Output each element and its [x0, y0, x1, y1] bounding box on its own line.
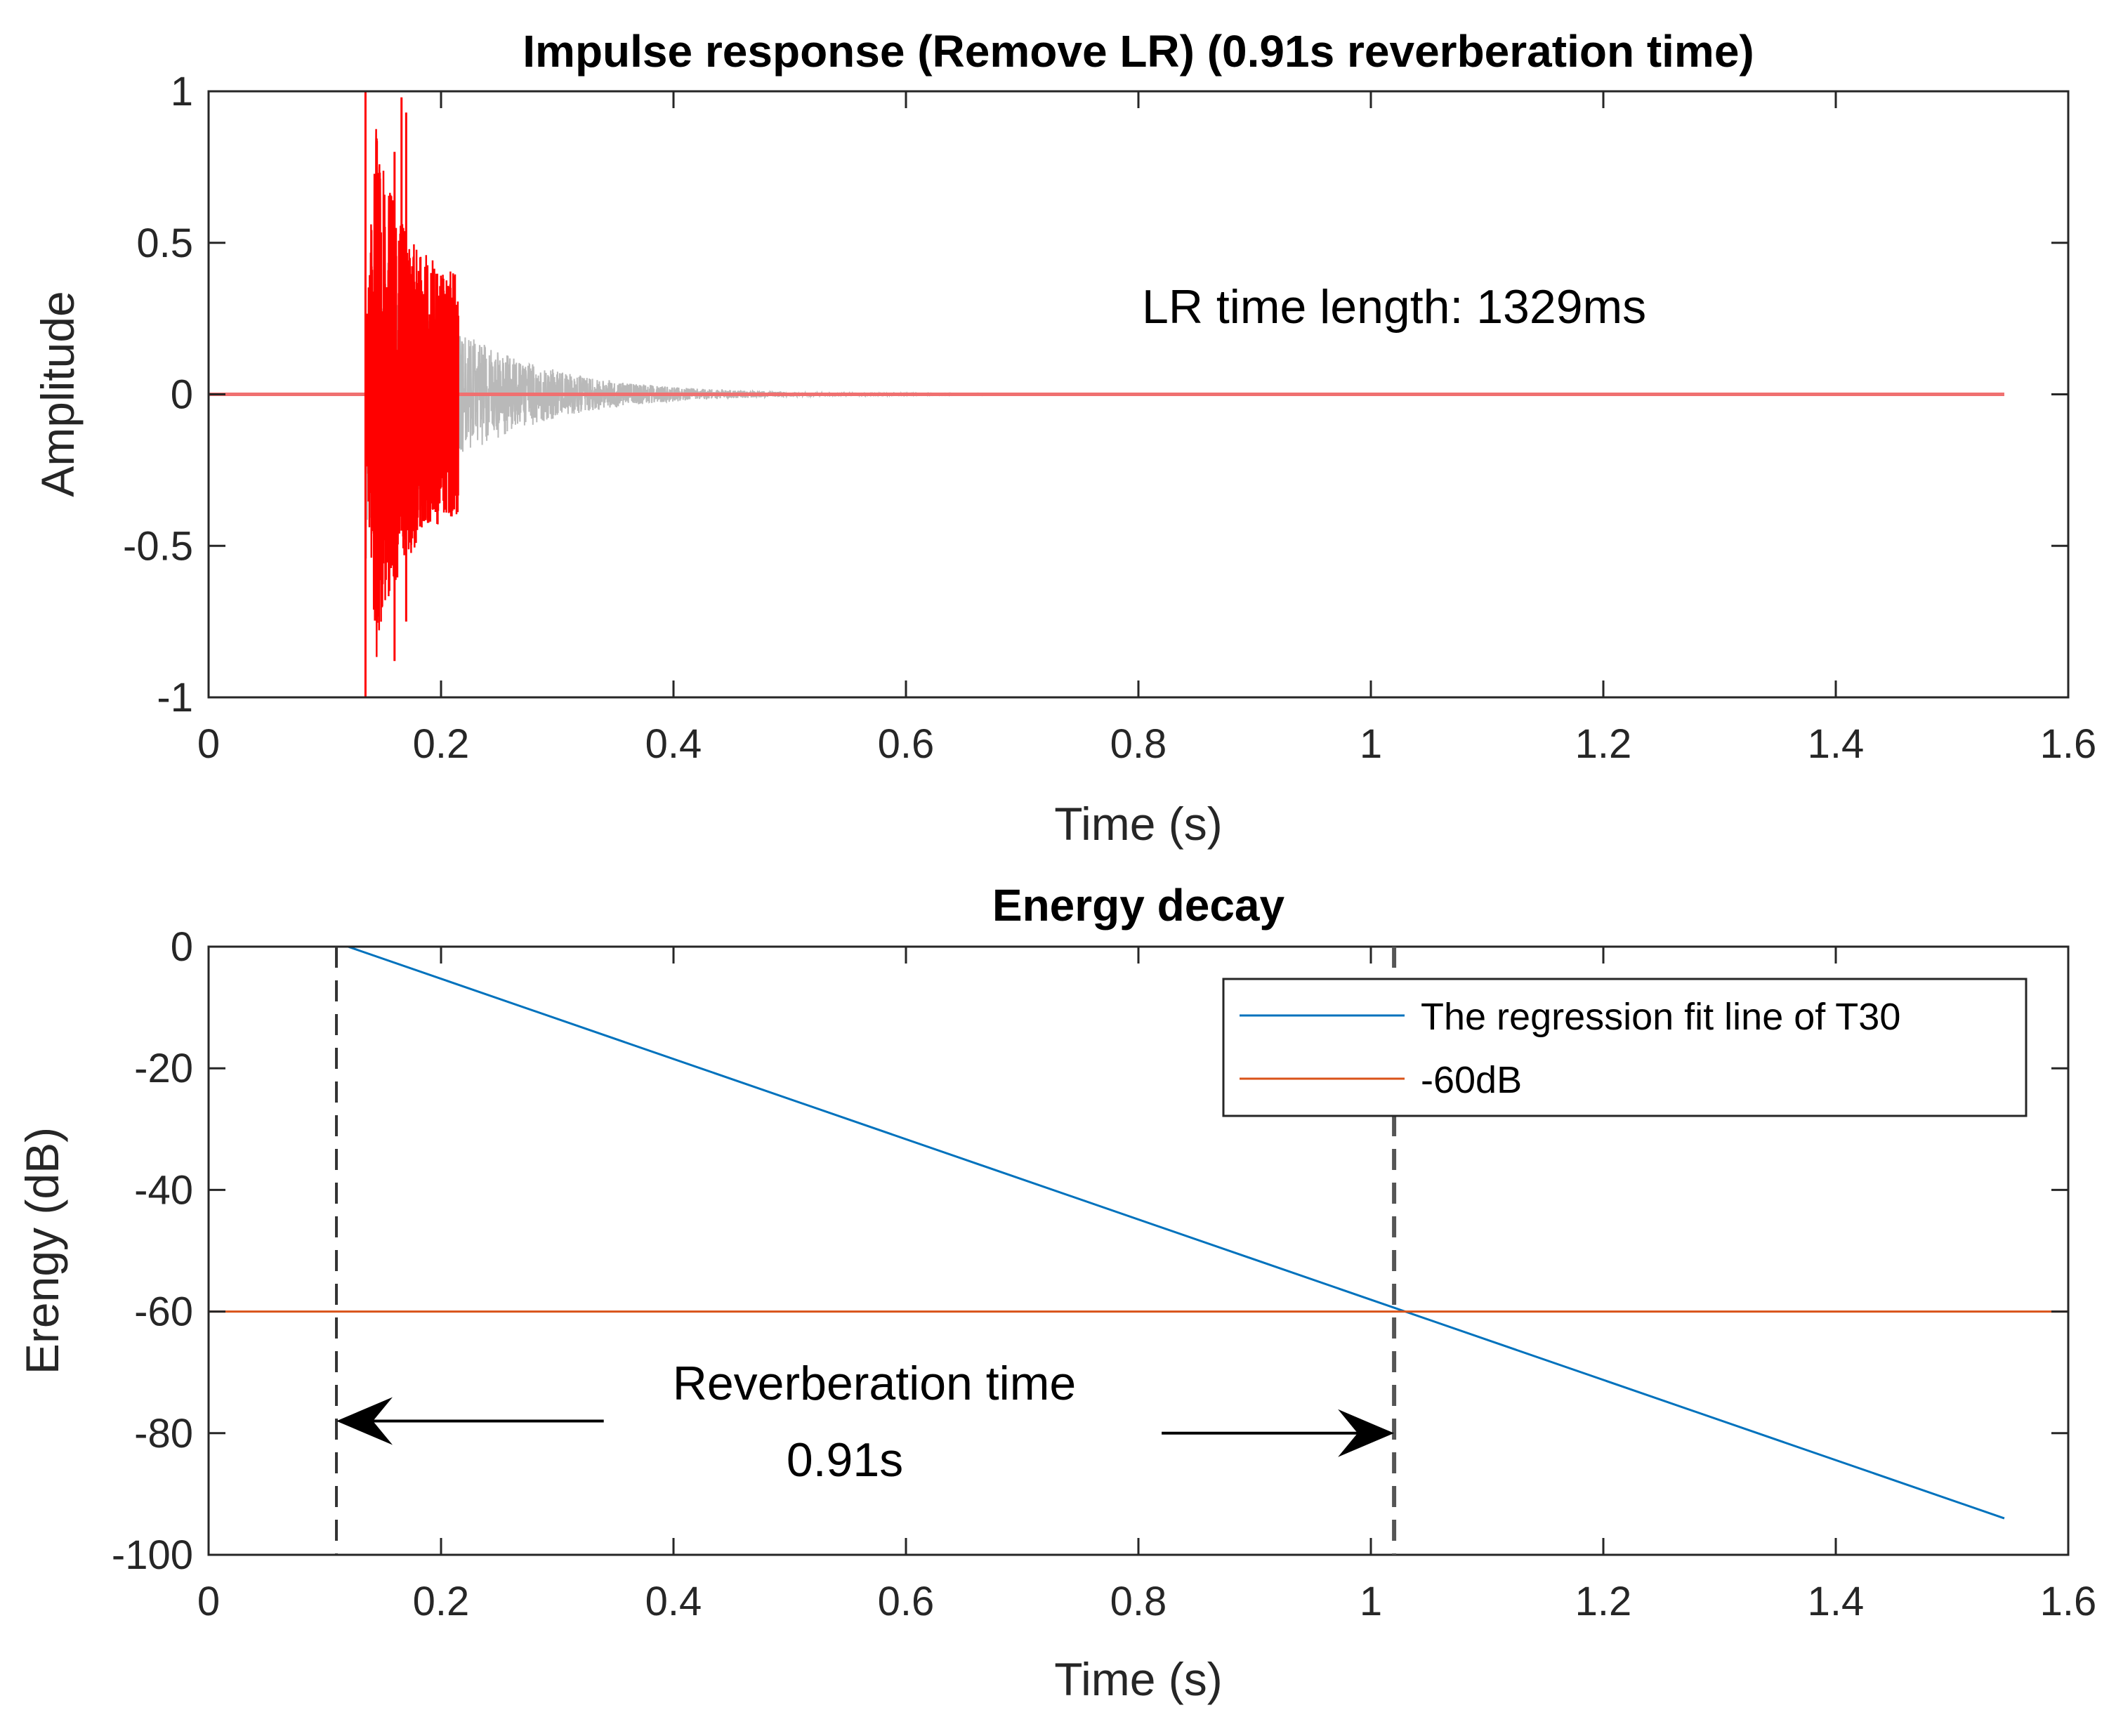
impulse-xtick-label: 1.4 — [1808, 721, 1865, 767]
energy-plot-area — [209, 947, 2068, 1520]
lr-length-annotation: LR time length: 1329ms — [1142, 280, 1646, 334]
energy-xtick-label: 0.8 — [1110, 1579, 1167, 1624]
energy-ytick-label: -80 — [134, 1411, 193, 1456]
arrow-head — [336, 1397, 393, 1445]
impulse-xtick-label: 0.8 — [1110, 721, 1167, 767]
impulse-ytick-label: 0.5 — [136, 221, 193, 266]
reverb-annotation-line1: Reverberation time — [673, 1357, 1076, 1410]
impulse-series-removed-lr — [364, 129, 459, 657]
impulse-title: Impulse response (Remove LR) (0.91s reve… — [523, 26, 1754, 77]
energy-ytick-label: -60 — [134, 1289, 193, 1335]
impulse-ytick-label: -0.5 — [123, 523, 193, 569]
energy-xtick-label: 1.2 — [1575, 1579, 1632, 1624]
energy-ticks: 0 0.2 0.4 0.6 0.8 1 1.2 1.4 1.6 0 -20 -40 -60 -80 -100 — [112, 924, 2096, 1624]
impulse-xtick-label: 0.6 — [878, 721, 935, 767]
energy-xtick-label: 1.6 — [2040, 1579, 2097, 1624]
energy-xtick-label: 0.4 — [645, 1579, 702, 1624]
energy-ylabel: Erengy (dB) — [16, 1127, 68, 1374]
energy-xtick-label: 1.4 — [1808, 1579, 1865, 1624]
impulse-ticks: 0 0.2 0.4 0.6 0.8 1 1.2 1.4 1.6 1 0.5 0 -0.5 -1 — [123, 69, 2096, 767]
energy-xtick-label: 0.2 — [413, 1579, 470, 1624]
impulse-xtick-label: 0.2 — [413, 721, 470, 767]
legend-label-60db: -60dB — [1421, 1059, 1522, 1101]
impulse-xtick-label: 0.4 — [645, 721, 702, 767]
impulse-ytick-label: 0 — [171, 372, 193, 418]
energy-xtick-label: 0 — [197, 1579, 220, 1624]
reverb-annotation-line2: 0.91s — [787, 1433, 903, 1487]
energy-regression-line — [348, 947, 2005, 1520]
energy-ytick-label: -20 — [134, 1046, 193, 1091]
legend-box — [1222, 978, 2028, 1117]
energy-xtick-label: 0.6 — [878, 1579, 935, 1624]
energy-title: Energy decay — [992, 880, 1285, 931]
energy-xlabel: Time (s) — [1054, 1653, 1223, 1705]
impulse-xtick-label: 1.6 — [2040, 721, 2097, 767]
energy-legend: The regression fit line of T30 -60dB — [1222, 978, 2028, 1117]
impulse-xtick-label: 1.2 — [1575, 721, 1632, 767]
impulse-xtick-label: 0 — [197, 721, 220, 767]
arrow-left — [336, 1397, 604, 1445]
impulse-panel: Impulse response (Remove LR) (0.91s reve… — [32, 26, 2096, 850]
impulse-ytick-label: 1 — [171, 69, 193, 114]
legend-label-regression: The regression fit line of T30 — [1421, 996, 1900, 1038]
impulse-ylabel: Amplitude — [32, 291, 84, 497]
energy-xtick-label: 1 — [1360, 1579, 1382, 1624]
impulse-xlabel: Time (s) — [1054, 798, 1223, 850]
energy-ytick-label: -100 — [112, 1532, 193, 1578]
impulse-ytick-label: -1 — [157, 675, 193, 721]
arrow-right — [1162, 1409, 1395, 1457]
energy-ytick-label: 0 — [171, 924, 193, 970]
energy-panel: Energy decay 0 0.2 0.4 0.6 0.8 1 1.2 1.4 1.6 0 -20… — [16, 880, 2096, 1705]
impulse-xtick-label: 1 — [1360, 721, 1382, 767]
impulse-plot-area — [209, 91, 2004, 697]
energy-ytick-label: -40 — [134, 1167, 193, 1213]
arrow-head — [1338, 1409, 1395, 1457]
